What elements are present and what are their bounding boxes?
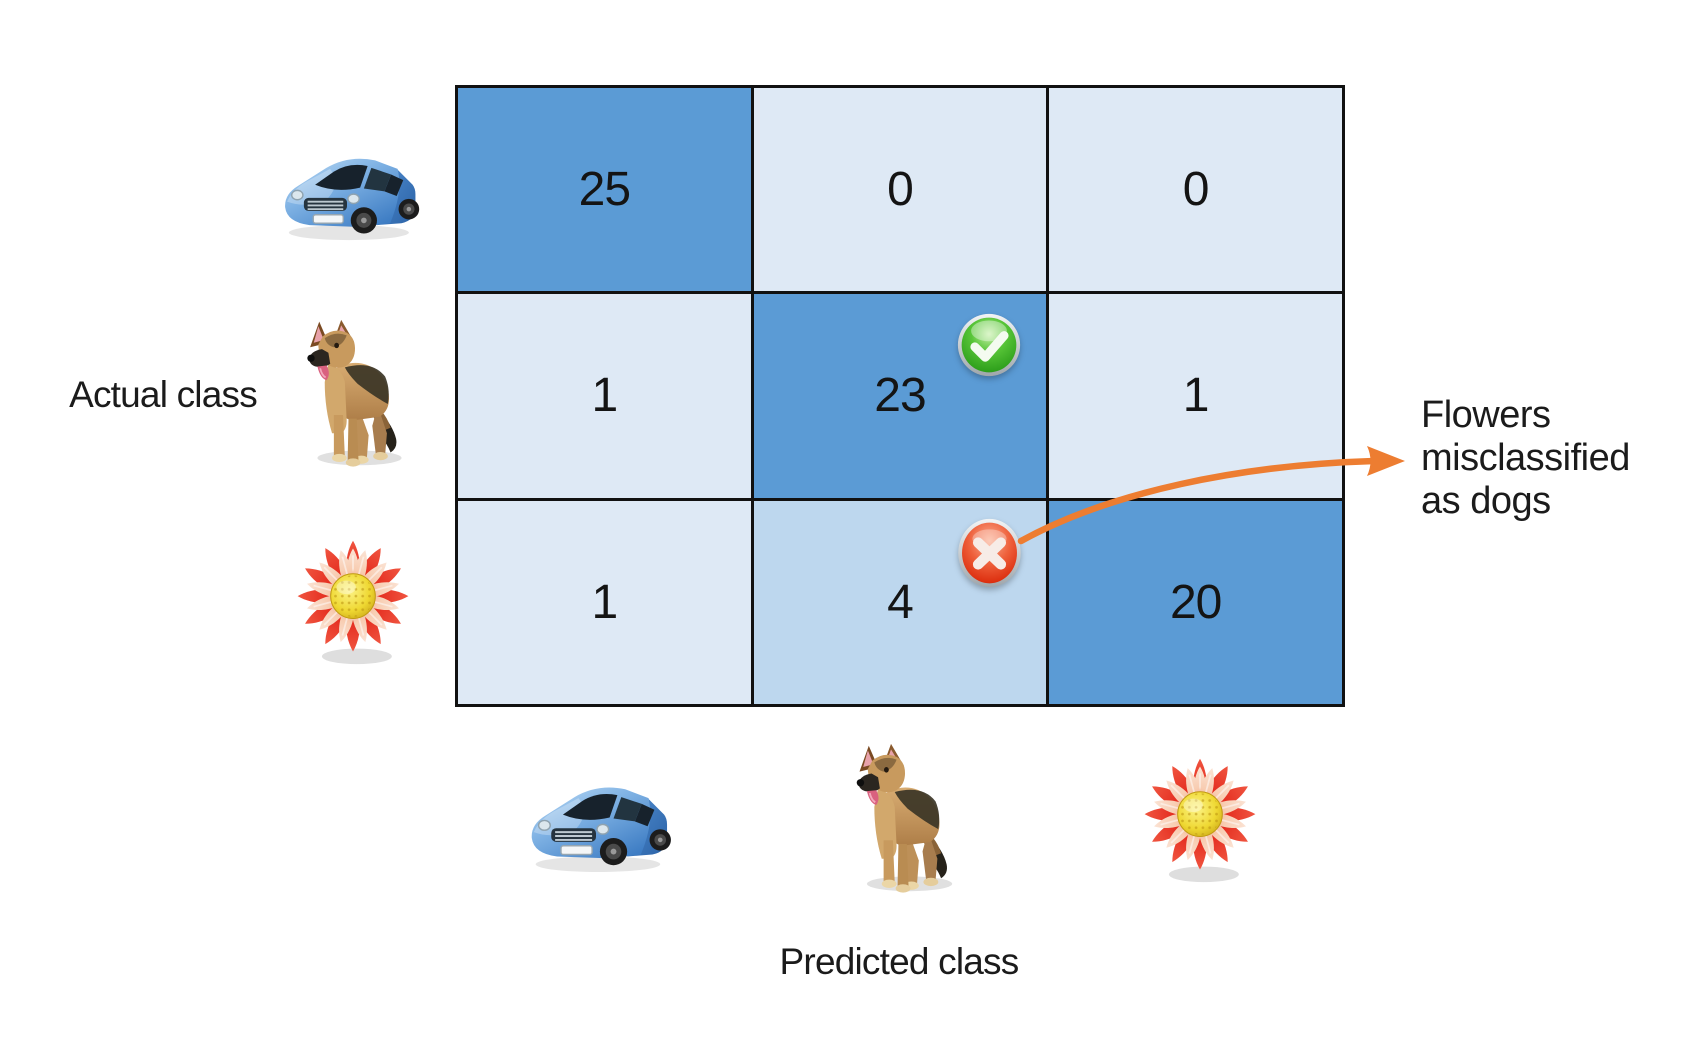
- matrix-cell-flower-car: 1: [458, 500, 751, 704]
- dog-icon: [848, 742, 960, 894]
- cell-value: 0: [1182, 163, 1210, 217]
- matrix-cell-car-flower: 0: [1049, 88, 1342, 292]
- cell-value: 20: [1169, 575, 1222, 629]
- confusion-matrix: 25 0 0 1 23 1 1 4 20: [455, 85, 1345, 707]
- matrix-cell-car-dog: 0: [753, 88, 1047, 292]
- dog-icon: [298, 318, 410, 468]
- matrix-cell-dog-car: 1: [458, 294, 751, 498]
- predicted-axis-label: Predicted class: [779, 941, 1020, 982]
- flower-icon: [285, 532, 421, 668]
- cell-value: 0: [887, 163, 914, 217]
- check-icon: [956, 312, 1022, 378]
- cell-value: 4: [887, 575, 914, 629]
- cell-value: 1: [591, 369, 618, 423]
- car-icon: [272, 136, 422, 241]
- cell-value: 1: [1182, 369, 1210, 423]
- matrix-cell-car-car: 25: [458, 88, 751, 292]
- actual-axis-label: Actual class: [69, 374, 258, 415]
- matrix-cell-flower-flower: 20: [1049, 500, 1342, 704]
- cell-value: 25: [578, 163, 631, 217]
- annotation-text: Flowers misclassified as dogs: [1421, 394, 1630, 522]
- cell-value: 23: [874, 369, 926, 423]
- annotation-arrow-icon: [1017, 446, 1405, 545]
- cell-value: 1: [591, 575, 618, 629]
- car-icon: [518, 764, 674, 873]
- flower-icon: [1132, 750, 1268, 886]
